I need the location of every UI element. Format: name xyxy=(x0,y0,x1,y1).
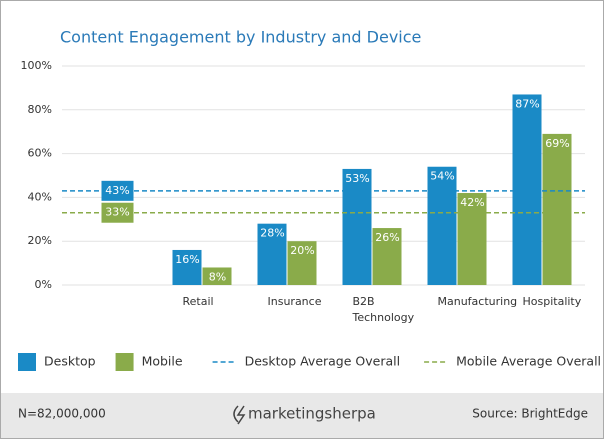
y-tick-label: 0% xyxy=(35,278,52,291)
reference-label: 43% xyxy=(105,184,129,197)
bar xyxy=(512,94,542,285)
value-label: 28% xyxy=(260,227,284,240)
legend-label: Mobile Average Overall xyxy=(456,354,601,369)
x-tick-label: Insurance xyxy=(268,295,322,308)
reference-label-box xyxy=(101,180,134,201)
bar xyxy=(257,223,287,285)
y-tick-label: 40% xyxy=(28,190,52,203)
x-tick-label: Retail xyxy=(183,295,214,308)
bar xyxy=(172,249,202,285)
y-tick-label: 100% xyxy=(21,59,52,72)
footer-note: N=82,000,000 xyxy=(18,407,106,421)
bar xyxy=(457,193,487,285)
legend-swatch xyxy=(115,353,134,371)
y-tick-label: 80% xyxy=(28,103,52,116)
value-label: 53% xyxy=(345,172,369,185)
footer-source: Source: BrightEdge xyxy=(472,407,588,421)
reference-label-box xyxy=(101,202,134,223)
value-label: 54% xyxy=(430,170,454,183)
y-tick-label: 60% xyxy=(28,147,52,160)
y-tick-label: 20% xyxy=(28,234,52,247)
x-tick-label: Manufacturing xyxy=(438,295,518,308)
footer-logo: marketingsherpa xyxy=(248,405,376,423)
bar xyxy=(287,241,317,285)
value-label: 20% xyxy=(290,244,314,257)
value-label: 69% xyxy=(545,137,569,150)
x-tick-label: B2B Technology xyxy=(352,295,415,324)
value-label: 16% xyxy=(175,253,199,266)
legend-label: Desktop Average Overall xyxy=(245,354,401,369)
value-label: 87% xyxy=(515,97,539,110)
legend-label: Desktop xyxy=(44,354,96,369)
x-tick-label: Hospitality xyxy=(523,295,582,308)
bar xyxy=(372,228,402,285)
logo-icon xyxy=(233,405,246,425)
value-label: 8% xyxy=(209,270,226,283)
value-label: 42% xyxy=(460,196,484,209)
bar xyxy=(202,267,232,285)
legend-label: Mobile xyxy=(142,354,183,369)
reference-label: 33% xyxy=(105,206,129,219)
footer-band xyxy=(1,393,603,438)
value-label: 26% xyxy=(375,231,399,244)
bar xyxy=(542,133,572,285)
chart-title: Content Engagement by Industry and Devic… xyxy=(60,28,421,47)
legend-swatch xyxy=(18,353,36,371)
bar xyxy=(342,168,372,285)
bar xyxy=(427,166,457,285)
